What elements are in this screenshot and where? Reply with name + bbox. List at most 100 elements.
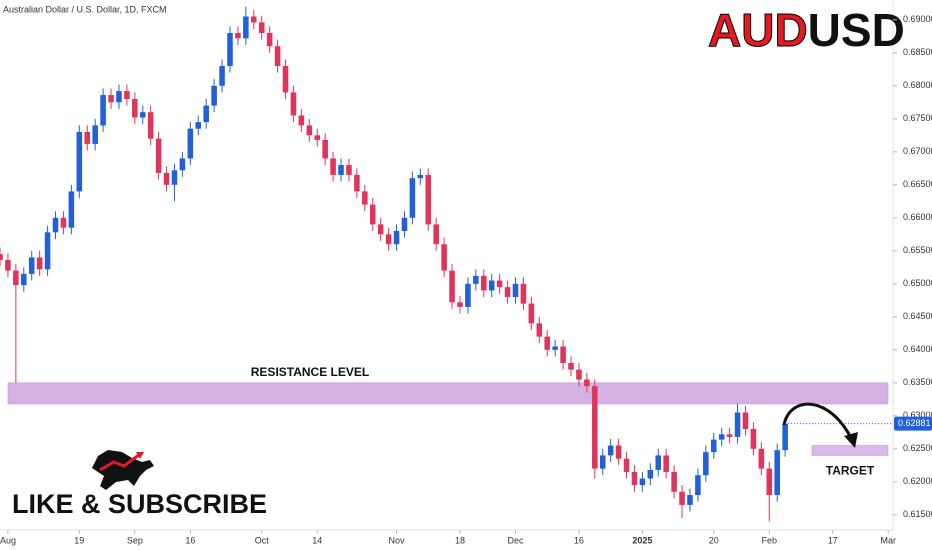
candle-body bbox=[703, 452, 709, 476]
zone-label: TARGET bbox=[826, 464, 875, 478]
x-tick-label: 2025 bbox=[632, 535, 652, 545]
candle-body bbox=[536, 323, 543, 337]
candle-body bbox=[60, 217, 67, 228]
candle-body bbox=[734, 412, 741, 437]
last-price-label: 0.62881 bbox=[898, 418, 931, 428]
candle-body bbox=[663, 455, 669, 472]
candle-body bbox=[584, 379, 590, 387]
call-to-action: LIKE & SUBSCRIBE bbox=[12, 489, 267, 519]
x-tick-label: 14 bbox=[312, 535, 322, 545]
candle-body bbox=[322, 139, 328, 159]
candle-body bbox=[219, 66, 225, 86]
plot-area bbox=[0, 6, 889, 522]
bull-logo bbox=[92, 450, 154, 490]
x-tick-label: 18 bbox=[455, 535, 465, 545]
candle-body bbox=[647, 469, 654, 479]
candle-body bbox=[512, 283, 519, 298]
candle-body bbox=[346, 165, 352, 175]
candle-body bbox=[385, 234, 392, 245]
candle-body bbox=[163, 172, 170, 185]
candle-body bbox=[84, 132, 91, 144]
forecast-arrow bbox=[782, 402, 854, 441]
zone bbox=[7, 382, 889, 405]
candle-body bbox=[718, 434, 725, 440]
candle-body bbox=[417, 174, 424, 179]
candle-body bbox=[92, 125, 98, 144]
candle-body bbox=[203, 105, 209, 123]
candle-body bbox=[187, 128, 194, 159]
candle-body bbox=[473, 275, 479, 284]
candle-body bbox=[401, 217, 408, 232]
candle-body bbox=[179, 158, 186, 171]
candle-body bbox=[679, 491, 685, 505]
candle-body bbox=[758, 448, 765, 469]
candle-body bbox=[409, 178, 416, 218]
candle-body bbox=[576, 369, 582, 380]
candle-body bbox=[354, 174, 360, 192]
candle-body bbox=[599, 455, 606, 469]
candle-body bbox=[560, 346, 566, 364]
candle-body bbox=[742, 412, 749, 430]
candle-body bbox=[282, 66, 289, 93]
candle-body bbox=[132, 99, 138, 118]
candle-body bbox=[520, 283, 527, 304]
candle-body bbox=[147, 112, 154, 139]
candle-body bbox=[592, 386, 598, 469]
x-tick-label: Mar bbox=[880, 535, 896, 545]
candle-body bbox=[750, 429, 757, 449]
candle-body bbox=[243, 16, 249, 39]
x-tick-label: Sep bbox=[127, 535, 143, 545]
candle-body bbox=[195, 122, 202, 129]
headline: AUDUSD bbox=[708, 4, 905, 56]
candle-body bbox=[369, 204, 376, 225]
candle-body bbox=[488, 280, 495, 291]
headline-part: USD bbox=[808, 4, 905, 56]
x-tick-label: Aug bbox=[0, 535, 16, 545]
y-tick-label: 0.69000 bbox=[903, 14, 932, 24]
candle-body bbox=[655, 455, 662, 470]
candle-body bbox=[139, 112, 146, 118]
x-tick-label: 16 bbox=[574, 535, 584, 545]
candle-body bbox=[544, 336, 550, 350]
candle-body bbox=[44, 232, 51, 270]
candle-body bbox=[258, 22, 265, 34]
candle-body bbox=[155, 138, 162, 173]
candle-body bbox=[639, 478, 646, 486]
zone bbox=[811, 445, 889, 456]
candle-body bbox=[28, 257, 35, 274]
candle-body bbox=[298, 115, 305, 126]
candle-body bbox=[211, 85, 217, 106]
candle-body bbox=[0, 254, 3, 261]
candle-body bbox=[457, 302, 463, 307]
candle-body bbox=[330, 158, 336, 175]
candle-body bbox=[13, 270, 19, 286]
candle-body bbox=[21, 273, 27, 286]
candle-body bbox=[449, 270, 455, 303]
candle-body bbox=[290, 92, 297, 116]
candle-body bbox=[528, 303, 535, 324]
x-tick-label: Feb bbox=[762, 535, 778, 545]
candle-body bbox=[465, 283, 471, 307]
x-tick-label: Nov bbox=[389, 535, 406, 545]
zone-label: RESISTANCE LEVEL bbox=[251, 365, 369, 379]
candle-body bbox=[623, 458, 630, 472]
candle-body bbox=[607, 445, 614, 456]
candle-body bbox=[362, 191, 368, 205]
candle-body bbox=[100, 95, 106, 126]
last-price-box bbox=[894, 416, 932, 431]
candle-body bbox=[171, 170, 178, 185]
x-tick-label: 20 bbox=[709, 535, 719, 545]
candle-body bbox=[306, 125, 313, 136]
candle-body bbox=[116, 91, 122, 103]
candle-body bbox=[124, 91, 130, 100]
candle-body bbox=[266, 33, 273, 47]
candle-body bbox=[227, 33, 233, 67]
